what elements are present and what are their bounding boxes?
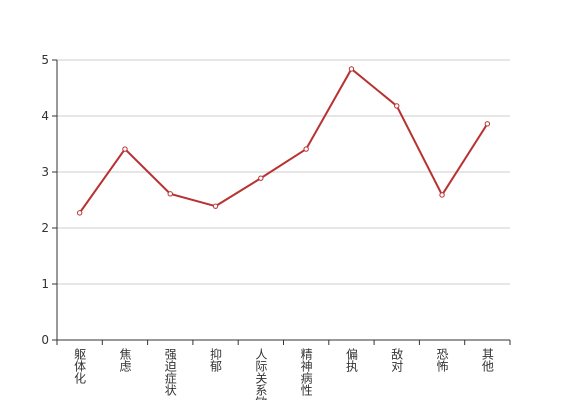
x-tick-label: 抑郁: [209, 347, 223, 373]
point: [303, 146, 309, 152]
y-tick-label: 2: [41, 221, 49, 235]
x-tick-label: 其他: [480, 348, 494, 372]
point: [484, 121, 491, 127]
y-tick-label: 5: [41, 53, 49, 67]
x-tick-label: 焦虑: [118, 348, 132, 372]
x-tick-label: 精神病性: [299, 348, 313, 397]
point: [439, 192, 445, 198]
x-tick-label: 偏执: [344, 347, 358, 373]
line: [78, 67, 489, 214]
point: [258, 175, 264, 181]
x-tick-label: 躯体化: [73, 347, 87, 385]
y-tick-label: 1: [41, 277, 49, 291]
x-tick-label: 敌对: [390, 347, 404, 372]
point: [348, 66, 355, 72]
point: [167, 191, 173, 197]
x-tick-label: 强迫症状: [163, 348, 177, 396]
point: [122, 146, 128, 152]
point: [394, 103, 400, 109]
y-tick-label: 4: [41, 109, 49, 123]
x-tick-label: 人际关系敏感: [254, 348, 268, 400]
x-tick-label: 恐怖: [435, 348, 449, 372]
y-tick-label: 0: [41, 333, 49, 347]
point: [212, 203, 219, 209]
y-tick-label: 3: [41, 165, 49, 179]
point: [76, 210, 83, 216]
